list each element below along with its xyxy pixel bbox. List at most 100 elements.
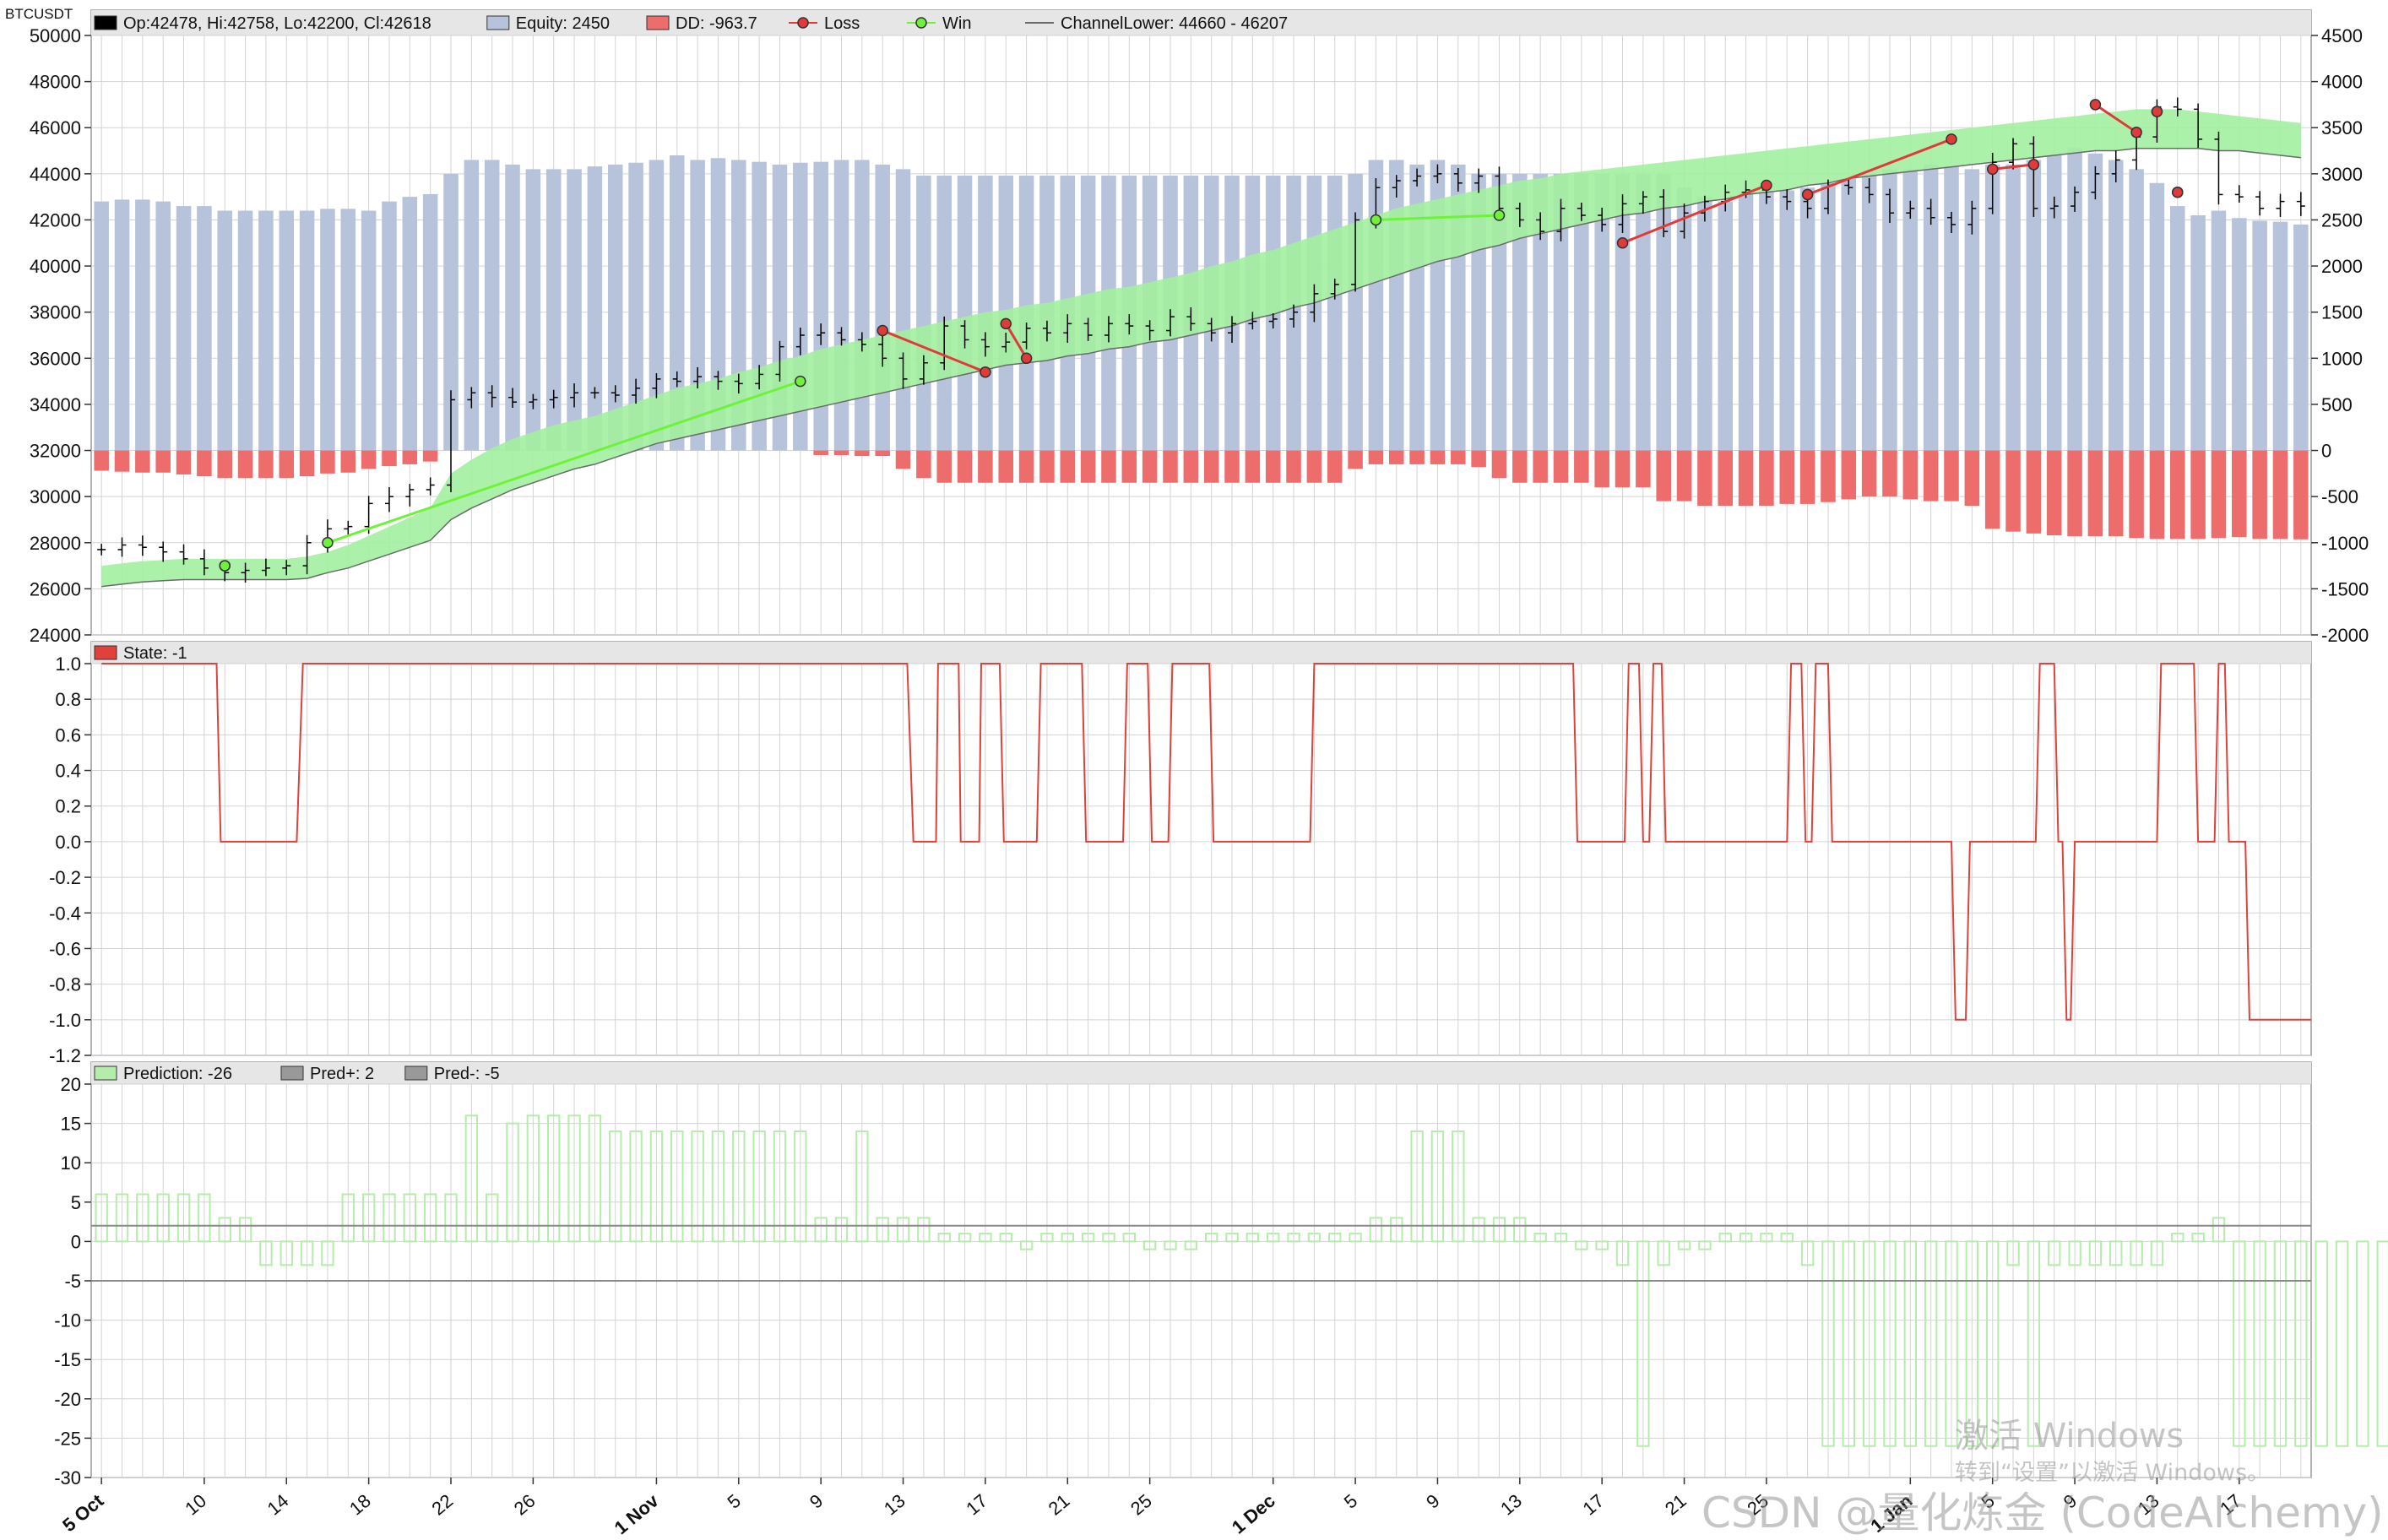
y-tick-label: 0: [71, 1231, 81, 1252]
loss-trade-entry: [877, 324, 888, 337]
prediction-bar: [999, 1233, 1012, 1243]
drawdown-bar: [1902, 450, 1919, 500]
x-tick-label: 21: [1661, 1490, 1691, 1520]
equity-bar: [1553, 173, 1569, 451]
prediction-bar: [752, 1130, 766, 1243]
x-tick-label: 5 Oct: [58, 1489, 108, 1536]
y-tick-label: -1.0: [49, 1010, 81, 1031]
channel-lower-line: [101, 148, 2301, 588]
x-tick-label: 14: [263, 1490, 293, 1520]
prediction-bar: [1204, 1233, 1218, 1243]
prediction-bar: [1142, 1240, 1157, 1250]
prediction-bar: [1430, 1130, 1445, 1243]
drawdown-bar: [340, 450, 356, 473]
y-tick-label: 0.0: [55, 832, 81, 853]
y2-tick-label: -2000: [2321, 625, 2369, 646]
equity-bar: [1861, 173, 1877, 451]
loss-trade-exit: [2130, 126, 2142, 138]
win-trade-entry: [1370, 214, 1382, 226]
y-tick-label: 42000: [30, 209, 81, 230]
legend-label: State: -1: [123, 644, 187, 663]
prediction-bar: [115, 1193, 129, 1243]
prediction-bar: [1513, 1217, 1527, 1243]
equity-bar: [2087, 153, 2103, 451]
prediction-bar: [341, 1193, 355, 1243]
drawdown-bar: [1286, 450, 1301, 483]
drawdown-bar: [1553, 450, 1569, 483]
prediction-bar: [649, 1130, 664, 1243]
drawdown-bar: [1060, 450, 1076, 483]
drawdown-bar: [2190, 450, 2206, 540]
prediction-bar: [1184, 1240, 1198, 1250]
equity-bar: [1574, 173, 1589, 451]
drawdown-bar: [1409, 450, 1425, 464]
drawdown-bar: [1245, 450, 1261, 483]
prediction-bar: [1102, 1233, 1115, 1243]
equity-bar: [2170, 206, 2185, 451]
drawdown-bar: [2129, 450, 2144, 539]
y2-tick-label: 0: [2321, 441, 2331, 462]
drawdown-bar: [1718, 450, 1733, 507]
prediction-bar: [2006, 1240, 2020, 1266]
state-axis: -1.2 -1.0 -0.8 -0.6 -0.4 -0.2 0.0 0.2 0.4 0.6 0.8 1…: [49, 653, 2311, 1066]
legend-dot-swatch: [797, 17, 809, 29]
prediction-bar: [1903, 1240, 1918, 1447]
drawdown-bar: [1101, 450, 1116, 483]
y-tick-label: 0.6: [55, 724, 81, 746]
prediction-bar: [588, 1114, 602, 1243]
legend-label: Pred+: 2: [310, 1065, 374, 1083]
win-trade-line: [1376, 214, 1500, 221]
y-tick-label: 10: [61, 1152, 81, 1174]
y2-tick-label: 2000: [2321, 256, 2363, 277]
prediction-bar: [2048, 1240, 2061, 1266]
equity-bar: [2149, 182, 2165, 451]
y2-tick-label: 500: [2321, 394, 2353, 415]
prediction-panel-frame: [90, 1061, 2312, 1478]
prediction-bar: [1760, 1233, 1773, 1243]
y-tick-label: -15: [54, 1349, 81, 1370]
equity-bar: [1718, 201, 1733, 451]
y2-tick-label: 4000: [2321, 72, 2363, 93]
prediction-bar: [1452, 1130, 1465, 1243]
prediction-bar: [876, 1217, 889, 1243]
loss-trade-line: [1807, 138, 1952, 196]
drawdown-bar: [94, 450, 109, 471]
equity-bar: [176, 206, 192, 451]
prediction-bar: [361, 1193, 376, 1243]
win-trade-exit: [219, 560, 231, 572]
drawdown-bar: [1388, 450, 1404, 464]
prediction-bar: [280, 1240, 293, 1266]
prediction-bar: [855, 1130, 869, 1243]
prediction-bar: [979, 1233, 992, 1243]
prediction-bar: [2027, 1240, 2041, 1447]
prediction-bar: [136, 1193, 149, 1243]
win-trade-exit: [1493, 209, 1506, 221]
y2-tick-label: 3000: [2321, 164, 2363, 185]
prediction-bar: [1698, 1240, 1712, 1250]
drawdown-bar: [2005, 450, 2021, 532]
prediction-bar: [1472, 1217, 1485, 1243]
prediction-bar: [834, 1217, 849, 1243]
y2-tick-label: 1500: [2321, 302, 2363, 323]
prediction-bar: [95, 1193, 108, 1243]
drawdown-series: [94, 450, 2309, 540]
drawdown-bar: [2087, 450, 2103, 537]
x-tick-label: 13: [1496, 1490, 1526, 1520]
equity-bar: [340, 209, 356, 451]
equity-bar: [1676, 187, 1692, 451]
loss-trade-entry: [1000, 317, 1012, 330]
prediction-bar: [1287, 1233, 1300, 1243]
drawdown-bar: [1841, 450, 1857, 500]
prediction-bar: [1636, 1240, 1650, 1447]
equity-bar: [464, 160, 480, 451]
prediction-bar: [506, 1122, 519, 1243]
drawdown-bar: [1430, 450, 1446, 464]
equity-bar: [1636, 173, 1651, 451]
prediction-bar: [547, 1114, 561, 1243]
state-legend: State: -1: [94, 644, 187, 663]
y-tick-label: -1.2: [49, 1045, 81, 1066]
prediction-bar: [1307, 1233, 1322, 1243]
equity-bar: [2046, 155, 2062, 451]
equity-bar: [2232, 218, 2247, 451]
state-line: [101, 663, 2311, 1021]
